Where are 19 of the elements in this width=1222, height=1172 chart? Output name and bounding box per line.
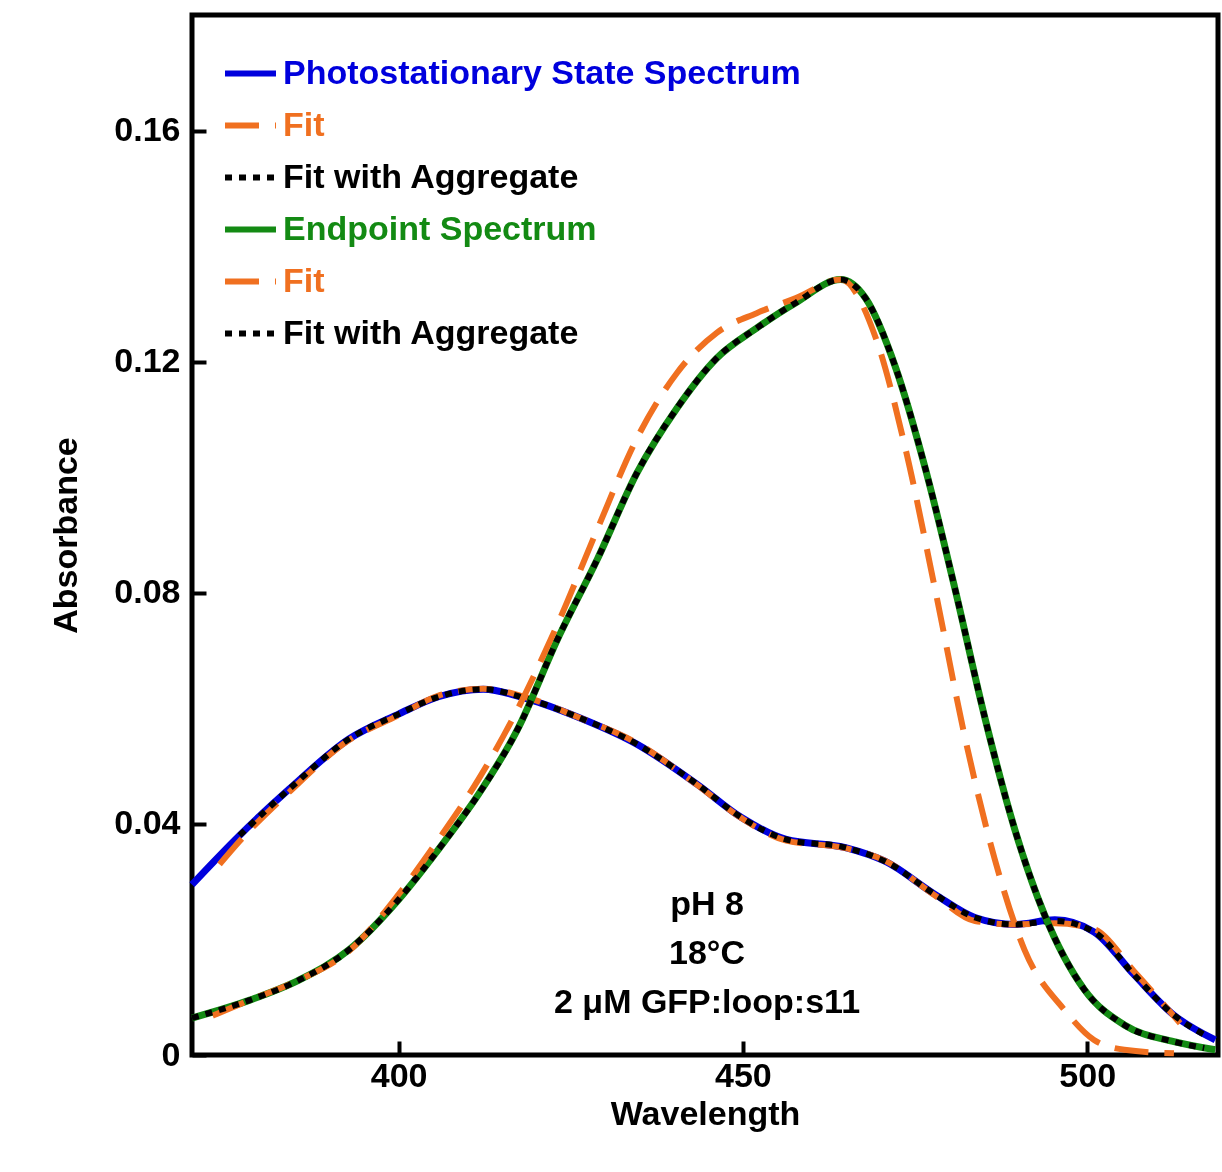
- y-tick-label: 0.16: [114, 110, 181, 149]
- y-tick-label: 0.12: [114, 341, 181, 380]
- legend-label: Fit: [283, 260, 325, 299]
- y-tick-label: 0: [161, 1034, 181, 1073]
- legend-label: Fit: [283, 104, 325, 143]
- y-axis-title: Absorbance: [46, 437, 85, 634]
- x-tick-label: 450: [715, 1055, 772, 1094]
- annotation: pH 8: [670, 884, 744, 922]
- y-tick-label: 0.04: [114, 803, 181, 842]
- x-tick-label: 500: [1059, 1055, 1117, 1094]
- annotation: 2 μM GFP:loop:s11: [553, 982, 861, 1020]
- x-axis-title: Wavelength: [610, 1093, 801, 1132]
- legend-label: Photostationary State Spectrum: [283, 52, 801, 91]
- legend-label: Fit with Aggregate: [283, 312, 579, 351]
- annotation: 18°C: [669, 933, 745, 971]
- y-tick-label: 0.08: [114, 572, 181, 611]
- legend-label: Endpoint Spectrum: [283, 208, 597, 247]
- x-tick-label: 400: [370, 1055, 428, 1094]
- legend-label: Fit with Aggregate: [283, 156, 579, 195]
